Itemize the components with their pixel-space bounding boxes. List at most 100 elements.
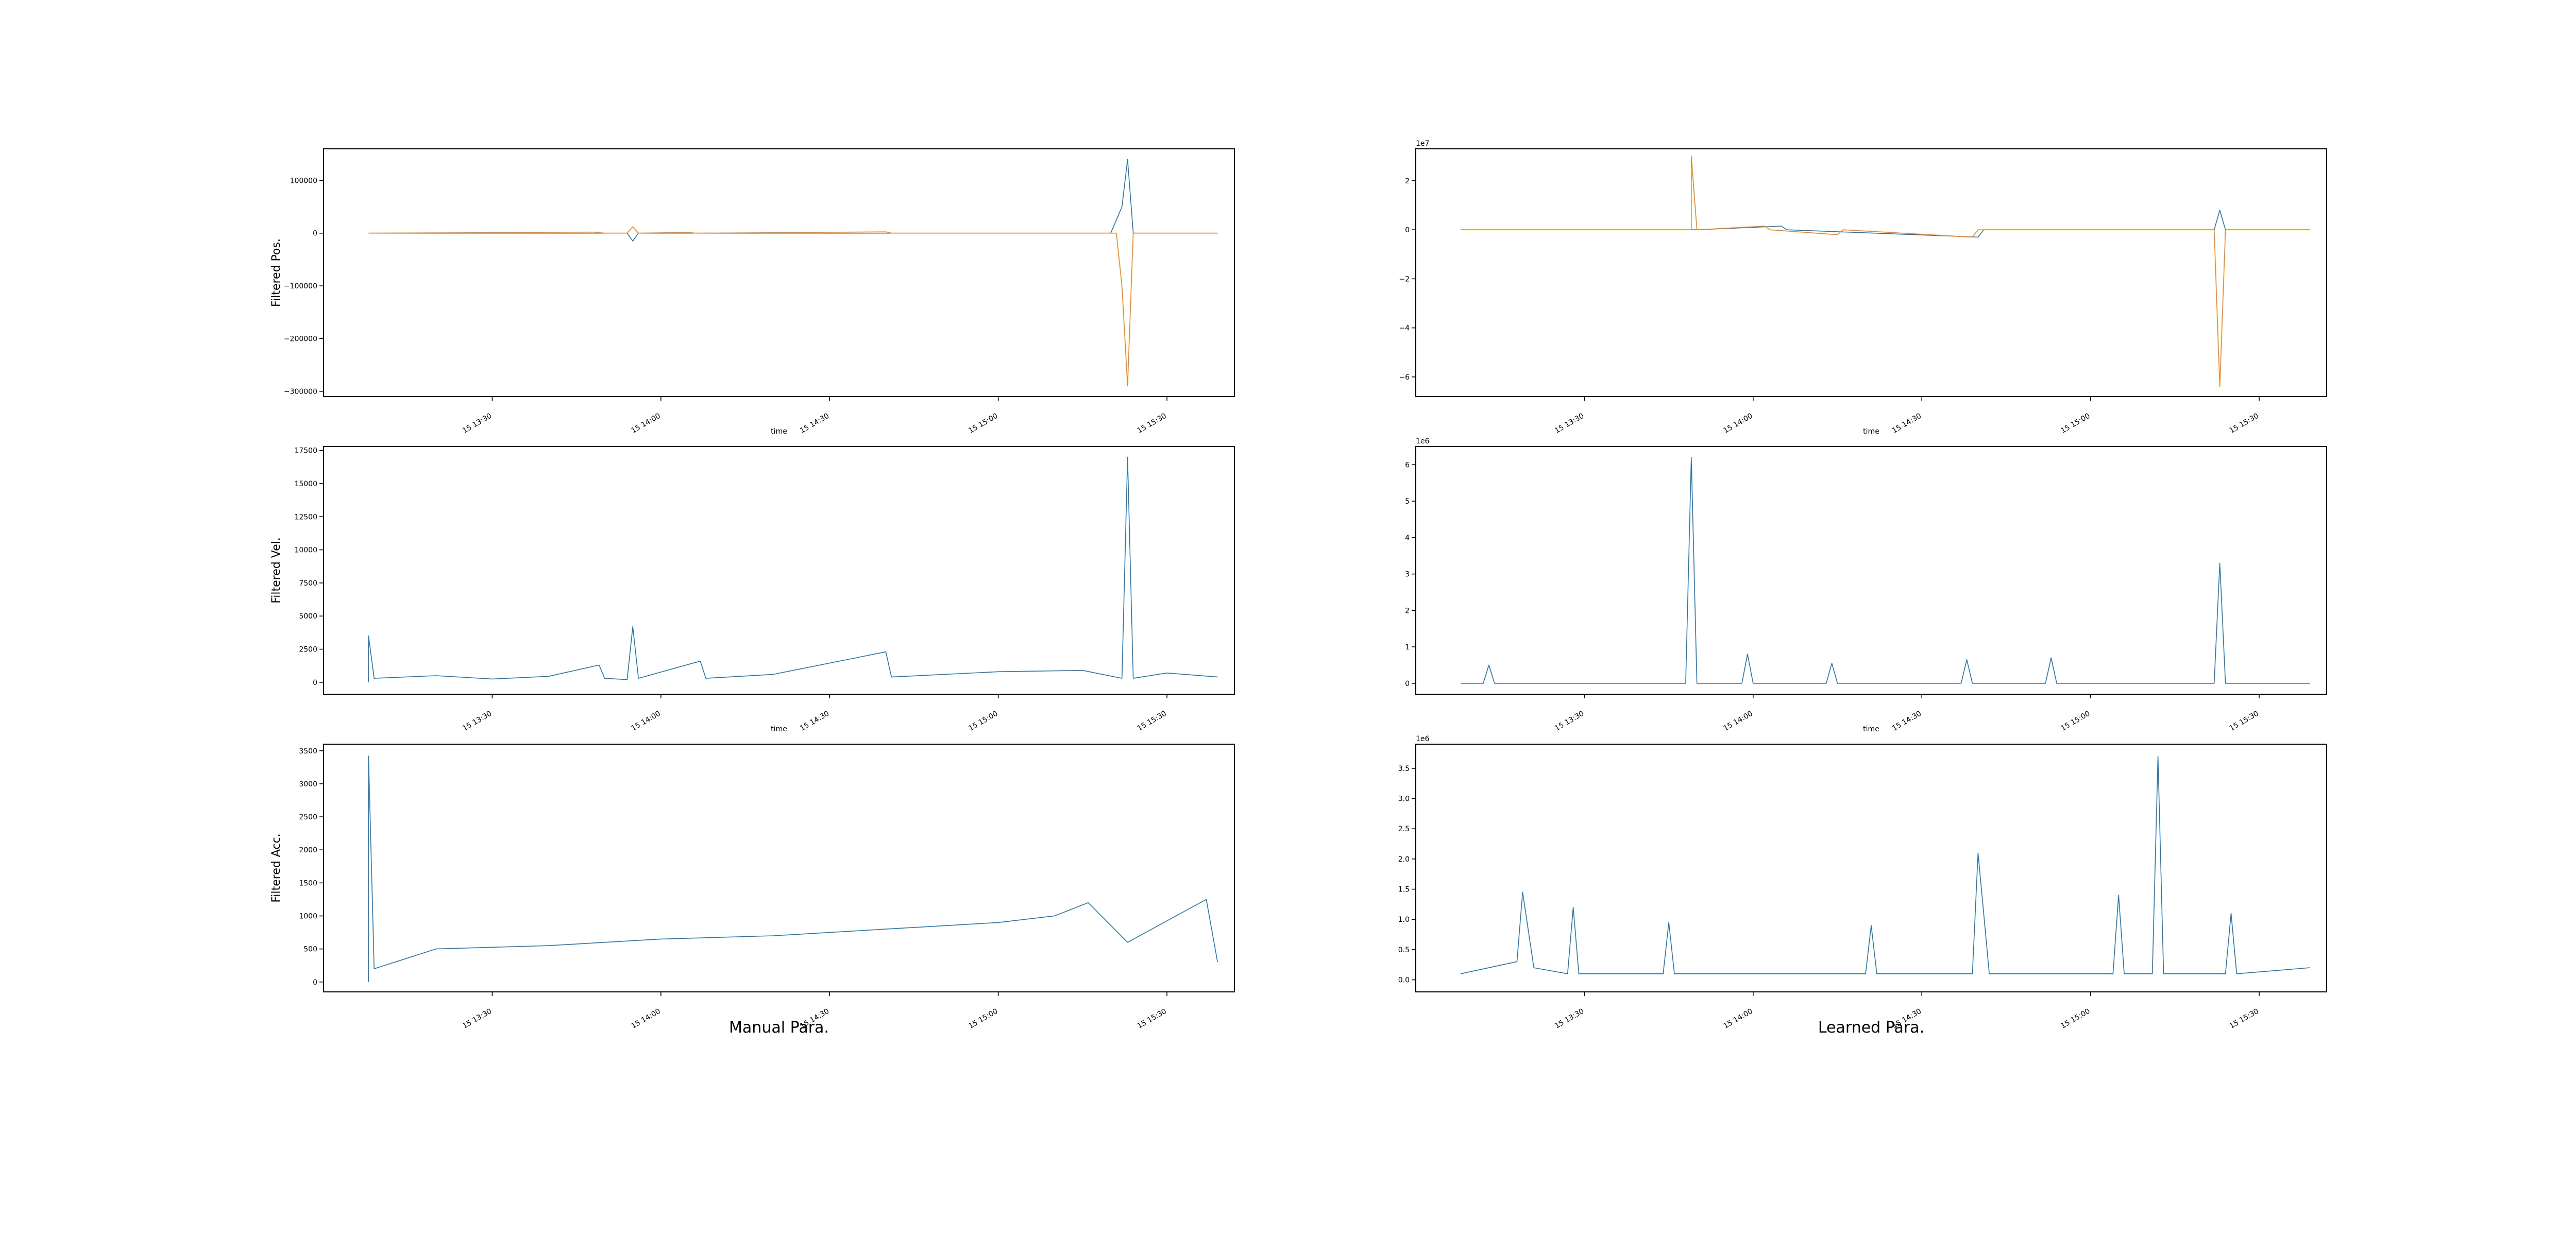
- y-tick-label: −2: [1399, 275, 1410, 283]
- series-line-0: [368, 456, 1218, 682]
- subplot-learned-acc: 3.5 3.0 2.5 2.0 1.5 1.0 0.5 0.0 15 13:30 15 14:00…: [1398, 735, 2327, 1031]
- x-tick-label: 15 14:30: [799, 412, 831, 435]
- plot-area: [323, 446, 1235, 695]
- x-axis-label: time: [771, 725, 787, 733]
- x-tick-label: 15 15:00: [2059, 710, 2091, 733]
- series-line-0: [1461, 457, 2310, 684]
- y-tick-label: 1.5: [1398, 886, 1410, 894]
- subplot-learned-vel: 6 5 4 3 2 1 0 15 13:30 15 14:00 15 14:30 15 15:00 1…: [1405, 437, 2327, 733]
- subplot-manual-pos: 100000 0 −100000 −200000 −300000 15 13:30 15 1…: [270, 148, 1235, 436]
- x-tick-label: 15 15:30: [2228, 412, 2260, 435]
- x-tick-label: 15 13:30: [461, 1007, 493, 1031]
- x-tick-label: 15 14:30: [799, 710, 831, 733]
- y-tick-label: 2: [1405, 607, 1410, 615]
- x-tick-label: 15 15:00: [967, 710, 999, 733]
- y-tick-label: 3: [1405, 571, 1410, 579]
- x-tick-label: 15 15:30: [1136, 710, 1168, 733]
- y-tick-label: 5000: [299, 612, 317, 621]
- y-tick-label: 6: [1405, 461, 1410, 469]
- x-tick-label: 15 15:30: [1136, 1007, 1168, 1031]
- y-tick-label: 2500: [299, 646, 317, 654]
- y-offset-label: 1e6: [1416, 735, 1430, 743]
- x-tick-label: 15 14:00: [630, 710, 662, 733]
- series-line-1: [368, 226, 1218, 387]
- y-tick-label: 1: [1405, 643, 1410, 651]
- column-title-learned: Learned Para.: [1818, 1019, 1924, 1037]
- y-tick-label: 3000: [299, 780, 317, 788]
- y-offset-label: 1e7: [1416, 140, 1429, 148]
- x-tick-label: 15 13:30: [1553, 710, 1585, 733]
- y-tick-label: 2000: [299, 846, 317, 854]
- y-tick-label: 2.0: [1398, 855, 1410, 864]
- x-tick-label: 15 14:00: [1722, 412, 1754, 435]
- x-tick-label: 15 14:30: [1891, 710, 1923, 733]
- x-axis-label: time: [771, 427, 787, 436]
- y-tick-label: 0.5: [1398, 946, 1410, 954]
- x-tick-label: 15 15:00: [967, 412, 999, 435]
- x-tick-label: 15 15:00: [2059, 412, 2091, 435]
- y-tick-label: −200000: [284, 335, 317, 343]
- y-tick-label: 0.0: [1398, 976, 1410, 985]
- subplot-learned-pos: 2 0 −2 −4 −6 15 13:30 15 14:00 15 14:30 15 15:00…: [1399, 140, 2327, 436]
- y-tick-label: 2.5: [1398, 825, 1410, 833]
- y-tick-label: 4: [1405, 534, 1410, 542]
- subplot-manual-acc: 3500 3000 2500 2000 1500 1000 500 0 15 13:30 15 1…: [270, 744, 1235, 1031]
- plot-area: [1415, 744, 2327, 992]
- x-tick-label: 15 13:30: [461, 412, 493, 435]
- x-tick-label: 15 15:30: [2228, 1007, 2260, 1031]
- x-tick-label: 15 13:30: [1553, 1007, 1585, 1031]
- series-line-0: [1461, 756, 2310, 974]
- y-tick-label: 100000: [290, 177, 317, 185]
- y-tick-label: 0: [1405, 680, 1410, 688]
- series-line-0: [368, 756, 1218, 982]
- y-tick-label: −6: [1399, 373, 1410, 382]
- y-axis-label: Filtered Pos.: [270, 238, 283, 307]
- y-axis-label: Filtered Acc.: [270, 833, 283, 902]
- y-tick-label: 3.5: [1398, 765, 1410, 773]
- x-tick-label: 15 15:00: [2059, 1007, 2091, 1031]
- plot-area: [323, 744, 1235, 992]
- x-tick-label: 15 14:00: [1722, 710, 1754, 733]
- y-tick-label: −4: [1399, 324, 1410, 333]
- y-tick-label: 0: [313, 679, 317, 687]
- y-tick-label: 2: [1405, 177, 1410, 185]
- y-tick-label: 3.0: [1398, 795, 1410, 803]
- y-offset-label: 1e6: [1416, 437, 1430, 445]
- column-title-manual: Manual Para.: [729, 1019, 829, 1037]
- x-tick-label: 15 13:30: [461, 710, 493, 733]
- x-tick-label: 15 15:30: [1136, 412, 1168, 435]
- y-tick-label: −100000: [284, 282, 317, 290]
- y-tick-label: 0: [313, 230, 317, 238]
- y-tick-label: 1500: [299, 879, 317, 887]
- subplot-manual-vel: 17500 15000 12500 10000 7500 5000 2500 0 15 13:3…: [270, 446, 1235, 733]
- y-tick-label: 17500: [294, 447, 317, 455]
- x-tick-label: 15 14:00: [1722, 1007, 1754, 1031]
- y-tick-label: −300000: [284, 388, 317, 396]
- x-tick-label: 15 14:00: [630, 1007, 662, 1031]
- y-tick-label: 0: [313, 978, 317, 987]
- series-line-1: [1461, 156, 2310, 387]
- x-axis-label: time: [1863, 725, 1879, 733]
- y-tick-label: 1.0: [1398, 916, 1410, 924]
- y-tick-label: 0: [1405, 226, 1410, 234]
- y-tick-label: 15000: [294, 480, 317, 488]
- y-tick-label: 10000: [294, 546, 317, 555]
- y-tick-label: 3500: [299, 747, 317, 756]
- x-tick-label: 15 14:00: [630, 412, 662, 435]
- x-tick-label: 15 13:30: [1553, 412, 1585, 435]
- y-axis-label: Filtered Vel.: [270, 537, 283, 603]
- y-tick-label: 12500: [294, 513, 317, 521]
- y-tick-label: 500: [303, 946, 317, 954]
- plot-area: [323, 148, 1235, 397]
- plot-area: [1415, 148, 2327, 397]
- y-tick-label: 2500: [299, 813, 317, 821]
- x-axis-label: time: [1863, 427, 1879, 436]
- series-line-0: [1461, 210, 2310, 238]
- y-tick-label: 1000: [299, 912, 317, 920]
- x-tick-label: 15 15:30: [2228, 710, 2260, 733]
- plot-area: [1415, 446, 2327, 695]
- y-tick-label: 7500: [299, 579, 317, 588]
- y-tick-label: 5: [1405, 497, 1410, 506]
